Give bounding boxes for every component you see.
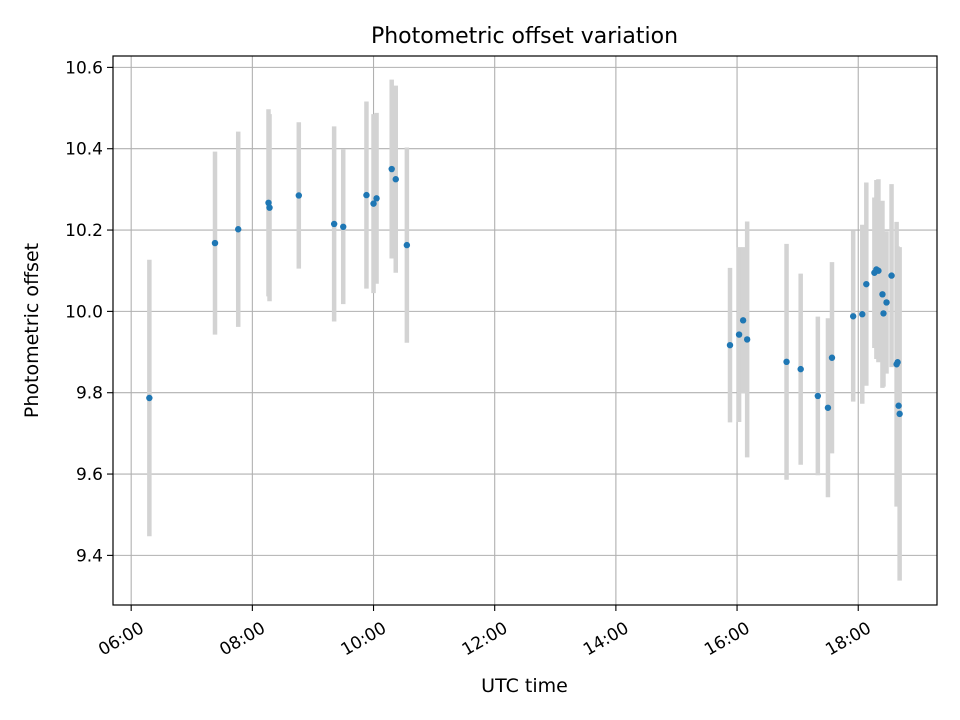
data-point xyxy=(888,272,895,279)
data-point xyxy=(726,341,734,349)
chart-title: Photometric offset variation xyxy=(371,24,678,49)
data-point xyxy=(739,317,747,324)
data-point xyxy=(388,165,395,173)
data-points xyxy=(146,165,903,418)
data-point xyxy=(266,204,273,211)
data-point xyxy=(403,241,411,249)
data-point xyxy=(797,365,804,373)
y-axis: 9.4 9.6 9.8 10.0 10.2 10.4 10.6 xyxy=(65,58,113,566)
data-point xyxy=(875,267,882,274)
y-tick-label: 9.8 xyxy=(76,384,103,404)
data-point xyxy=(340,223,347,230)
data-point xyxy=(894,359,901,366)
data-point xyxy=(783,358,790,366)
data-point xyxy=(814,392,822,400)
y-tick-label: 9.6 xyxy=(76,465,103,485)
data-point xyxy=(880,310,887,317)
data-point xyxy=(211,239,219,247)
y-tick-label: 9.4 xyxy=(76,546,103,566)
data-point xyxy=(896,410,903,418)
data-point xyxy=(883,299,890,306)
data-point xyxy=(735,331,743,338)
data-point xyxy=(863,280,870,288)
data-point xyxy=(146,394,153,402)
data-point xyxy=(828,354,836,361)
data-point xyxy=(373,195,380,202)
data-point xyxy=(392,176,399,183)
data-point xyxy=(265,199,272,207)
data-point xyxy=(370,200,377,207)
data-point xyxy=(895,402,902,409)
y-tick-label: 10.6 xyxy=(65,58,103,78)
x-axis-label: UTC time xyxy=(481,675,568,697)
data-point xyxy=(824,404,832,411)
plot-frame xyxy=(112,55,938,606)
data-point xyxy=(849,313,857,320)
y-tick-label: 10.0 xyxy=(65,302,103,322)
y-tick-label: 10.4 xyxy=(65,140,103,160)
data-point xyxy=(295,192,303,199)
data-point xyxy=(743,336,751,343)
data-point xyxy=(879,291,886,298)
y-tick-label: 10.2 xyxy=(65,221,103,241)
data-point xyxy=(235,226,242,233)
data-point xyxy=(859,311,866,318)
data-point xyxy=(330,220,338,228)
y-axis-label: Photometric offset xyxy=(21,243,43,418)
data-point xyxy=(363,191,370,199)
